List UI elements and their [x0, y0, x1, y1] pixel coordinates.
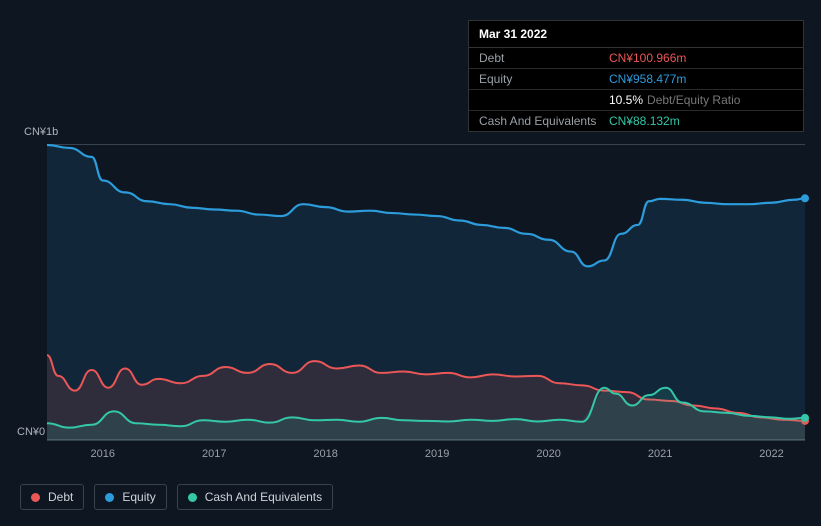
- tooltip-label: Debt: [479, 51, 609, 65]
- chart-svg: [47, 145, 805, 441]
- chart-legend: Debt Equity Cash And Equivalents: [20, 484, 333, 510]
- x-tick-label: 2019: [425, 448, 449, 460]
- chart-plot-area: [47, 144, 805, 440]
- tooltip-label: [479, 93, 609, 107]
- legend-label: Debt: [48, 490, 73, 504]
- x-axis: 2016 2017 2018 2019 2020 2021 2022: [47, 444, 805, 464]
- tooltip-row: DebtCN¥100.966m: [469, 48, 803, 69]
- legend-dot-icon: [105, 493, 114, 502]
- legend-item[interactable]: Debt: [20, 484, 84, 510]
- y-axis-top-label: CN¥1b: [24, 126, 58, 138]
- debt-equity-chart: CN¥1b CN¥0 2016 2017 2018 2019 2020 2021 2022: [17, 124, 805, 464]
- legend-item[interactable]: Equity: [94, 484, 166, 510]
- tooltip-row: 10.5%Debt/Equity Ratio: [469, 90, 803, 111]
- legend-dot-icon: [31, 493, 40, 502]
- y-axis-bottom-label: CN¥0: [17, 426, 45, 438]
- tooltip-value: CN¥100.966m: [609, 51, 686, 65]
- legend-dot-icon: [188, 493, 197, 502]
- legend-label: Cash And Equivalents: [205, 490, 322, 504]
- legend-item[interactable]: Cash And Equivalents: [177, 484, 333, 510]
- x-tick-label: 2021: [648, 448, 672, 460]
- x-tick-label: 2022: [759, 448, 783, 460]
- x-tick-label: 2017: [202, 448, 226, 460]
- tooltip-value: 10.5%Debt/Equity Ratio: [609, 93, 740, 107]
- tooltip-value: CN¥958.477m: [609, 72, 686, 86]
- chart-tooltip: Mar 31 2022 DebtCN¥100.966mEquityCN¥958.…: [468, 20, 804, 132]
- legend-label: Equity: [122, 490, 155, 504]
- x-tick-label: 2016: [90, 448, 114, 460]
- tooltip-row: EquityCN¥958.477m: [469, 69, 803, 90]
- tooltip-date: Mar 31 2022: [469, 21, 803, 48]
- x-tick-label: 2018: [313, 448, 337, 460]
- tooltip-label: Equity: [479, 72, 609, 86]
- x-tick-label: 2020: [536, 448, 560, 460]
